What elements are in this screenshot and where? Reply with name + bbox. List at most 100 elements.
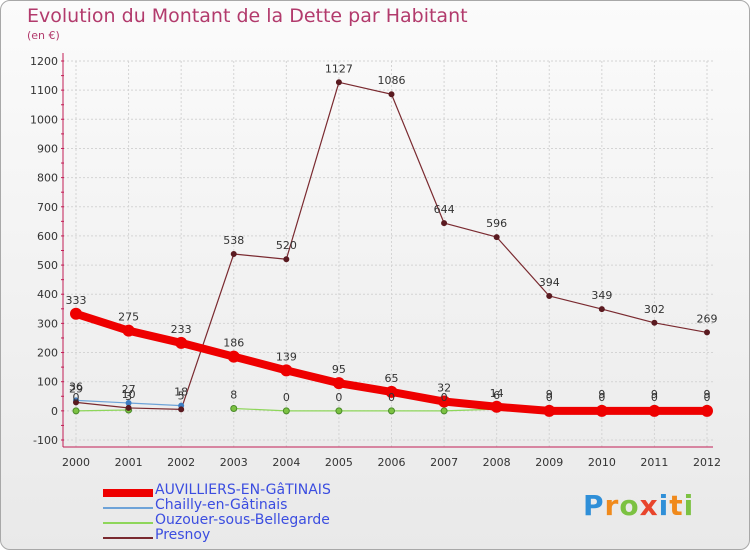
- data-point: [598, 306, 605, 313]
- series-line: [75, 409, 130, 412]
- data-point: [441, 220, 448, 227]
- x-tick-label: 2004: [272, 456, 300, 469]
- y-tick-label: 600: [37, 230, 58, 243]
- data-label: 233: [171, 323, 192, 336]
- data-label: 0: [335, 391, 342, 404]
- legend-label: Ouzouer-sous-Bellegarde: [155, 512, 330, 528]
- chart-subtitle: (en €): [27, 29, 60, 42]
- y-tick-label: 1000: [30, 113, 58, 126]
- data-label: 0: [388, 391, 395, 404]
- data-label: 596: [486, 217, 507, 230]
- data-label: 29: [69, 382, 83, 395]
- data-label: 3: [125, 390, 132, 403]
- data-label: 8: [230, 389, 237, 402]
- x-tick-label: 2012: [693, 456, 721, 469]
- data-point: [388, 407, 395, 415]
- data-label: 333: [66, 294, 87, 307]
- y-tick-label: 500: [37, 259, 58, 272]
- data-point: [332, 377, 345, 390]
- data-label: 538: [223, 234, 244, 247]
- y-tick-label: 100: [37, 376, 58, 389]
- x-tick-label: 2005: [325, 456, 353, 469]
- data-label: 0: [651, 391, 658, 404]
- data-label: 95: [332, 363, 346, 376]
- x-tick-label: 2011: [640, 456, 668, 469]
- data-point: [230, 250, 237, 257]
- data-label: 27: [122, 383, 136, 396]
- data-point: [543, 404, 556, 417]
- data-point: [73, 399, 79, 406]
- legend-swatch: [103, 537, 153, 539]
- y-tick-label: 800: [37, 172, 58, 185]
- data-point: [72, 407, 80, 415]
- data-label: 275: [118, 311, 139, 324]
- legend-swatch: [103, 507, 153, 509]
- legend-label: Presnoy: [155, 527, 211, 543]
- data-label: 0: [441, 391, 448, 404]
- data-label: 302: [644, 303, 665, 316]
- y-tick-label: 1200: [30, 55, 58, 68]
- data-point: [493, 234, 500, 241]
- x-tick-label: 2008: [483, 456, 511, 469]
- x-tick-label: 2010: [588, 456, 616, 469]
- legend-swatch: [103, 522, 153, 524]
- x-tick-label: 2007: [430, 456, 458, 469]
- data-label: 6: [493, 389, 500, 402]
- x-tick-label: 2006: [378, 456, 406, 469]
- data-point: [280, 364, 293, 377]
- data-point: [651, 319, 658, 326]
- y-tick-label: 0: [51, 405, 58, 418]
- legend-label: Chailly-en-Gâtinais: [155, 497, 288, 513]
- data-label: 18: [174, 386, 188, 399]
- data-label: 0: [73, 391, 80, 404]
- data-label: 32: [437, 382, 451, 395]
- y-tick-label: 400: [37, 288, 58, 301]
- data-label: 10: [122, 388, 136, 401]
- data-point: [227, 350, 240, 363]
- data-label: 5: [178, 389, 185, 402]
- data-label: 14: [490, 387, 504, 400]
- legend-swatch: [103, 489, 153, 497]
- data-label: 1127: [325, 62, 353, 75]
- chart-title: Evolution du Montant de la Dette par Hab…: [27, 5, 468, 27]
- data-label: 520: [276, 239, 297, 252]
- data-point: [490, 400, 503, 413]
- data-label: 36: [69, 380, 83, 393]
- data-point: [335, 79, 342, 86]
- x-tick-label: 2003: [220, 456, 248, 469]
- y-tick-label: -100: [33, 434, 58, 447]
- data-label: 0: [283, 391, 290, 404]
- data-point: [385, 385, 398, 398]
- data-label: 0: [598, 391, 605, 404]
- x-tick-label: 2002: [167, 456, 195, 469]
- data-label: 9: [546, 388, 553, 401]
- data-point: [701, 404, 713, 417]
- data-label: 644: [434, 203, 455, 216]
- data-point: [388, 91, 395, 98]
- data-label: 0: [704, 391, 711, 404]
- y-tick-label: 900: [37, 142, 58, 155]
- data-point: [438, 395, 451, 408]
- data-point: [704, 329, 710, 336]
- data-label: 394: [539, 276, 560, 289]
- data-point: [125, 404, 132, 411]
- data-point: [122, 324, 135, 337]
- data-point: [175, 336, 188, 349]
- data-point: [648, 404, 661, 417]
- data-point: [546, 292, 553, 299]
- data-label: 186: [223, 337, 244, 350]
- y-tick-label: 200: [37, 347, 58, 360]
- legend-label: AUVILLIERS-EN-GâTINAIS: [155, 482, 331, 498]
- data-label: 139: [276, 350, 297, 363]
- data-label: 9: [651, 388, 658, 401]
- proxiti-logo: Proxiti: [583, 489, 695, 522]
- x-tick-label: 2000: [62, 456, 90, 469]
- x-tick-label: 2001: [115, 456, 143, 469]
- data-point: [283, 256, 290, 263]
- data-label: 9: [704, 388, 711, 401]
- y-tick-label: 700: [37, 201, 58, 214]
- data-label: 269: [697, 312, 718, 325]
- data-point: [70, 307, 82, 320]
